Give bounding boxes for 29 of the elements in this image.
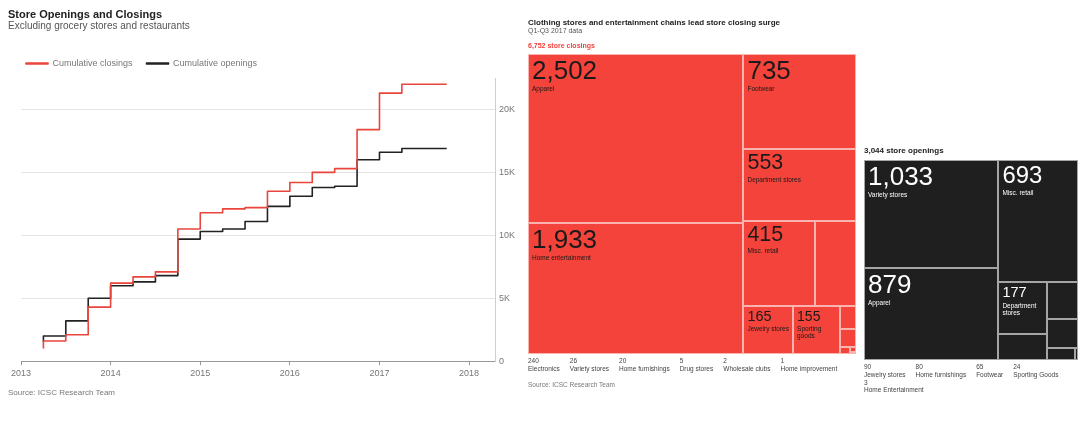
x-tick-label: 2014 [100,368,121,379]
data-label: 2,502 [532,55,599,85]
data-label: 415 [747,221,785,246]
y-tick-label: 5K [498,292,510,303]
x-tick-label: 2017 [369,368,390,379]
legend-label: Cumulative closings [52,57,134,68]
chart-title: Store Openings and Closings [8,8,163,20]
y-tick-label: 0 [498,355,504,366]
data-label: 735 [747,55,792,85]
data-label: 1,033 [868,161,935,191]
text: 3,044 store openings [864,146,945,155]
data-label: 693 [1002,161,1044,188]
x-tick-label: 2015 [190,368,211,379]
data-label: 155 [797,307,822,324]
legend-label: Cumulative openings [173,57,258,68]
x-tick-label: 2018 [459,368,480,379]
y-tick-label: 15K [498,166,515,177]
y-tick-label: 10K [498,229,515,240]
data-label: 165 [747,307,773,324]
x-tick-label: 2016 [279,368,300,379]
x-tick-label: 2013 [11,368,32,379]
data-label: 879 [868,269,913,300]
chart-subtitle: Excluding grocery stores and restaurants [8,20,191,31]
y-tick-label: 20K [498,103,515,114]
data-label: 177 [1002,284,1028,301]
data-label: 1,933 [532,224,599,255]
data-label: 553 [747,150,785,175]
source-note: Source: ICSC Research Team [8,388,116,397]
text: Clothing stores and entertainment chains lead store closing surge [528,18,782,27]
